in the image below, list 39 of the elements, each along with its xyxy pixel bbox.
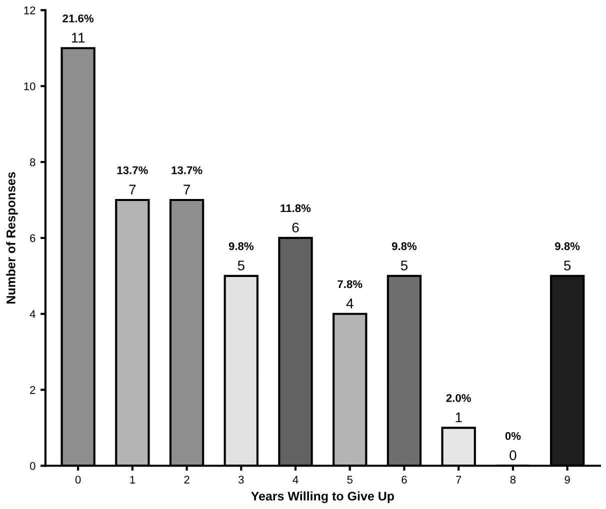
y-tick-label: 0: [30, 462, 36, 470]
annotation: 0%: [505, 432, 521, 440]
data-label: 7: [129, 184, 136, 194]
data-label: 11: [72, 32, 85, 42]
y-tick-label: 10: [24, 82, 36, 90]
annotation: 13.7%: [172, 166, 202, 174]
x-tick-label: 1: [130, 476, 135, 484]
data-label: 5: [400, 260, 408, 270]
y-tick-label: 8: [30, 158, 36, 166]
y-tick-label: 4: [30, 310, 36, 318]
x-tick-label: 7: [456, 476, 462, 484]
y-tick-label: 6: [30, 234, 36, 242]
x-tick-label: 2: [184, 476, 190, 484]
data-label: 7: [184, 184, 190, 194]
x-tick-label: 0: [75, 476, 81, 484]
y-tick-label: 2: [30, 386, 36, 394]
annotation: 9.8%: [228, 242, 254, 250]
y-tick-label: 12: [24, 6, 36, 14]
annotation: 11.8%: [280, 204, 311, 212]
data-label: 0: [510, 450, 516, 460]
x-tick-label: 5: [347, 476, 352, 484]
x-tick-label: 6: [402, 476, 407, 484]
data-label: 5: [564, 260, 571, 270]
annotation: 13.7%: [117, 166, 148, 174]
x-tick-label: 8: [510, 476, 516, 484]
annotation: 21.6%: [62, 14, 94, 22]
data-label: 5: [238, 260, 244, 270]
x-axis-title: Years Willing to Give Up: [251, 491, 394, 504]
x-tick-label: 3: [238, 476, 244, 484]
annotation: 7.8%: [338, 280, 362, 288]
data-label: 1: [456, 412, 462, 422]
data-label: 6: [292, 222, 299, 232]
data-label: 4: [346, 298, 354, 308]
annotation: 2.0%: [446, 394, 471, 402]
x-tick-label: 4: [292, 476, 298, 484]
y-axis-title: Number of Responses: [6, 172, 18, 304]
annotation: 9.8%: [392, 242, 417, 250]
annotation: 9.8%: [555, 242, 580, 250]
x-tick-label: 9: [564, 476, 570, 484]
